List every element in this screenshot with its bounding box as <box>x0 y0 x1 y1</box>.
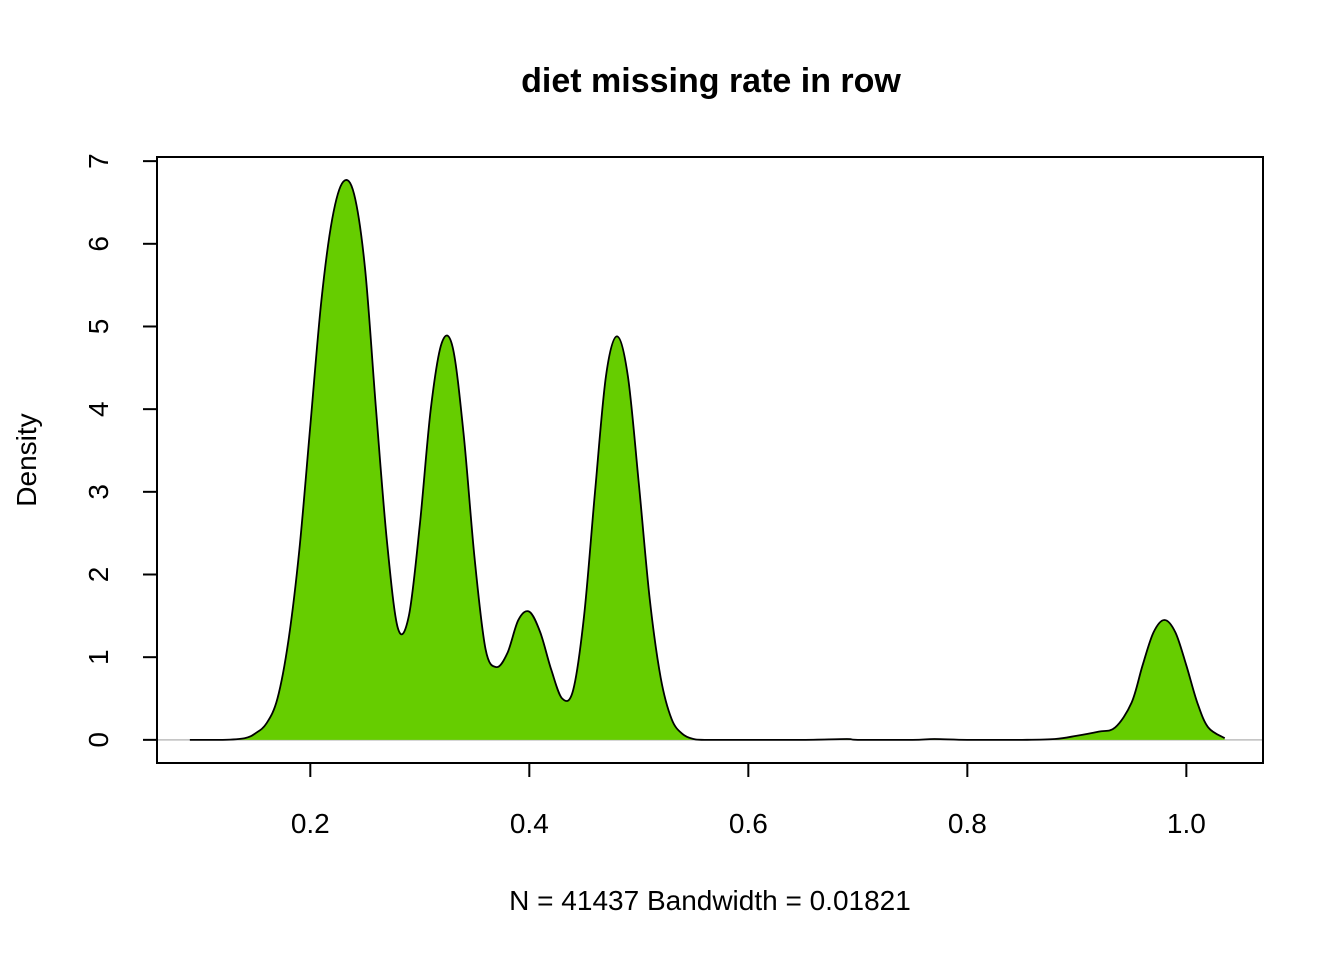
plot-frame <box>156 156 1264 764</box>
y-tick-label: 6 <box>83 236 114 252</box>
y-tick-label: 5 <box>83 319 114 335</box>
y-tick-label: 2 <box>83 567 114 583</box>
x-tick-label: 0.8 <box>948 808 987 839</box>
x-tick-label: 0.4 <box>510 808 549 839</box>
y-tick-label: 7 <box>83 153 114 169</box>
density-area <box>189 179 1225 740</box>
y-axis-label: Density <box>11 413 42 506</box>
density-line <box>189 179 1226 741</box>
y-tick-label: 1 <box>83 649 114 665</box>
y-tick-label: 3 <box>83 484 114 500</box>
x-tick-label: 0.6 <box>729 808 768 839</box>
x-axis-label: N = 41437 Bandwidth = 0.01821 <box>509 885 911 916</box>
chart-title: diet missing rate in row <box>521 62 901 100</box>
y-tick-label: 0 <box>83 732 114 748</box>
plot-area <box>157 179 1263 741</box>
y-tick-label: 4 <box>83 401 114 417</box>
x-tick-label: 0.2 <box>291 808 330 839</box>
x-axis: 0.2 0.4 0.6 0.8 1.0 <box>291 762 1206 839</box>
x-tick-label: 1.0 <box>1167 808 1206 839</box>
